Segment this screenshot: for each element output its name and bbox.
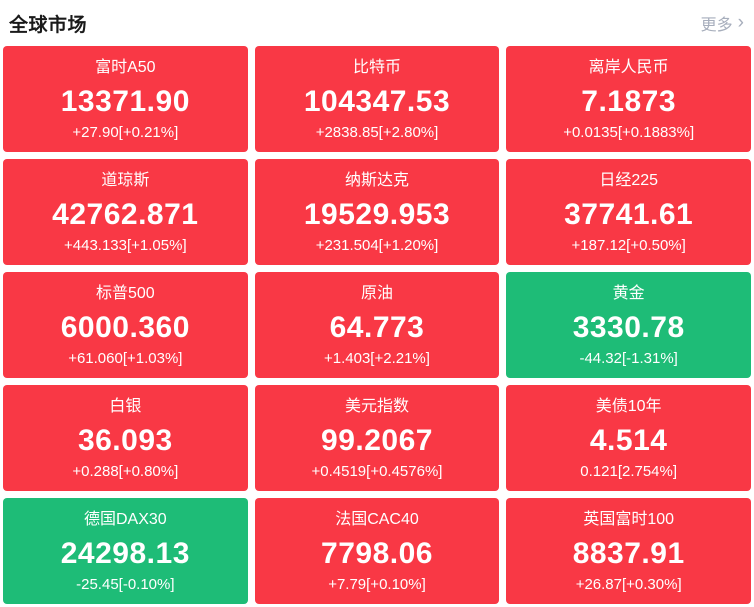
market-card-change: +187.12[+0.50%] bbox=[571, 237, 686, 254]
market-card-value: 4.514 bbox=[589, 424, 668, 457]
market-card[interactable]: 纳斯达克 19529.953 +231.504[+1.20%] bbox=[254, 159, 500, 265]
market-card-name: 日经225 bbox=[599, 172, 659, 189]
market-card-value: 99.2067 bbox=[321, 424, 433, 457]
market-card-change: -25.45[-0.10%] bbox=[76, 576, 175, 593]
market-card[interactable]: 英国富时100 8837.91 +26.87[+0.30%] bbox=[506, 498, 751, 604]
market-card-value: 6000.360 bbox=[60, 311, 190, 344]
market-card-change: +231.504[+1.20%] bbox=[315, 237, 439, 254]
section-header: 全球市场 更多 › bbox=[0, 0, 754, 46]
market-card-value: 7.1873 bbox=[581, 85, 677, 118]
chevron-right-icon: › bbox=[737, 11, 744, 33]
market-card-value: 24298.13 bbox=[60, 537, 190, 570]
market-card-change: +61.060[+1.03%] bbox=[68, 350, 183, 367]
market-card-value: 104347.53 bbox=[303, 85, 451, 118]
market-grid: 富时A50 13371.90 +27.90[+0.21%] 比特币 104347… bbox=[0, 46, 754, 604]
market-card[interactable]: 白银 36.093 +0.288[+0.80%] bbox=[3, 385, 248, 491]
market-card-name: 英国富时100 bbox=[583, 511, 675, 528]
market-card-value: 3330.78 bbox=[572, 311, 685, 344]
market-card[interactable]: 日经225 37741.61 +187.12[+0.50%] bbox=[506, 159, 751, 265]
market-card[interactable]: 道琼斯 42762.871 +443.133[+1.05%] bbox=[3, 159, 248, 265]
market-card-value: 19529.953 bbox=[303, 198, 451, 231]
market-card-name: 白银 bbox=[109, 398, 142, 415]
market-card-change: +2838.85[+2.80%] bbox=[315, 124, 439, 141]
market-card-name: 德国DAX30 bbox=[83, 511, 167, 528]
market-card-value: 37741.61 bbox=[564, 198, 694, 231]
market-card-change: +0.4519[+0.4576%] bbox=[311, 463, 443, 480]
market-card-name: 富时A50 bbox=[95, 59, 156, 76]
market-card-name: 美债10年 bbox=[595, 398, 662, 415]
market-card[interactable]: 美债10年 4.514 0.121[2.754%] bbox=[506, 385, 751, 491]
market-card-change: -44.32[-1.31%] bbox=[579, 350, 678, 367]
market-card[interactable]: 原油 64.773 +1.403[+2.21%] bbox=[254, 272, 500, 378]
market-card-value: 7798.06 bbox=[321, 537, 433, 570]
market-card-name: 标普500 bbox=[95, 285, 155, 302]
market-card[interactable]: 比特币 104347.53 +2838.85[+2.80%] bbox=[254, 46, 500, 152]
market-card-change: +7.79[+0.10%] bbox=[328, 576, 426, 593]
market-card[interactable]: 标普500 6000.360 +61.060[+1.03%] bbox=[3, 272, 248, 378]
market-card[interactable]: 离岸人民币 7.1873 +0.0135[+0.1883%] bbox=[506, 46, 751, 152]
market-card-name: 黄金 bbox=[612, 285, 645, 302]
market-card-value: 8837.91 bbox=[572, 537, 685, 570]
page-title: 全球市场 bbox=[9, 14, 88, 36]
market-card-value: 64.773 bbox=[329, 311, 425, 344]
market-card-name: 原油 bbox=[360, 285, 393, 302]
market-card[interactable]: 法国CAC40 7798.06 +7.79[+0.10%] bbox=[254, 498, 500, 604]
market-card-name: 道琼斯 bbox=[101, 172, 150, 189]
market-card-change: +1.403[+2.21%] bbox=[324, 350, 430, 367]
market-card-value: 13371.90 bbox=[60, 85, 190, 118]
market-card-name: 美元指数 bbox=[344, 398, 409, 415]
market-card-change: 0.121[2.754%] bbox=[580, 463, 678, 480]
market-card-name: 比特币 bbox=[352, 59, 401, 76]
market-card-change: +443.133[+1.05%] bbox=[64, 237, 187, 254]
market-card-value: 42762.871 bbox=[52, 198, 199, 231]
more-label: 更多 bbox=[700, 17, 733, 34]
market-card[interactable]: 德国DAX30 24298.13 -25.45[-0.10%] bbox=[3, 498, 248, 604]
market-card-change: +0.0135[+0.1883%] bbox=[563, 124, 695, 141]
market-card[interactable]: 美元指数 99.2067 +0.4519[+0.4576%] bbox=[254, 385, 500, 491]
market-card-name: 离岸人民币 bbox=[588, 59, 669, 76]
market-card[interactable]: 黄金 3330.78 -44.32[-1.31%] bbox=[506, 272, 751, 378]
market-card-name: 法国CAC40 bbox=[335, 511, 419, 528]
market-card-value: 36.093 bbox=[77, 424, 173, 457]
market-card-name: 纳斯达克 bbox=[344, 172, 409, 189]
more-link[interactable]: 更多 › bbox=[701, 11, 744, 35]
market-card-change: +26.87[+0.30%] bbox=[575, 576, 682, 593]
market-card[interactable]: 富时A50 13371.90 +27.90[+0.21%] bbox=[3, 46, 248, 152]
market-card-change: +27.90[+0.21%] bbox=[72, 124, 179, 141]
market-card-change: +0.288[+0.80%] bbox=[72, 463, 179, 480]
